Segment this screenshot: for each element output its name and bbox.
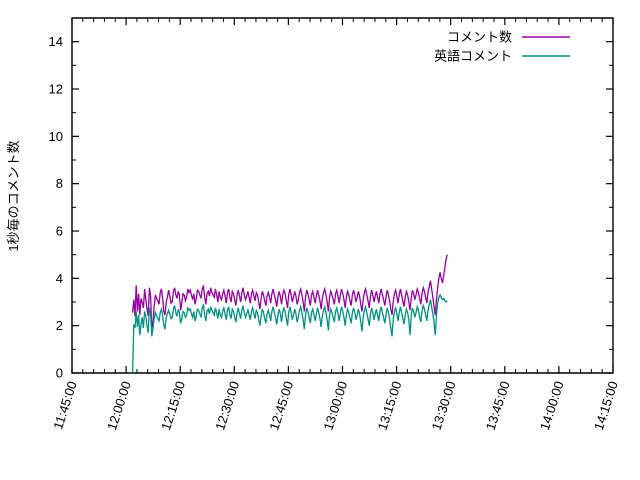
x-tick-label: 11:45:00 xyxy=(50,379,80,431)
x-tick-label: 12:45:00 xyxy=(266,379,296,432)
x-tick-label: 12:30:00 xyxy=(212,379,242,432)
x-tick-label: 12:15:00 xyxy=(158,379,188,432)
y-tick-label: 10 xyxy=(49,129,63,144)
x-tick-label: 13:45:00 xyxy=(483,379,513,432)
data-series-group xyxy=(131,254,448,374)
x-tick-label: 13:00:00 xyxy=(320,379,350,432)
y-axis-title: 1秒毎のコメント数 xyxy=(6,140,21,251)
x-axis-ticks: 11:45:00 12:00:00 12:15:00 12:30:00 12:45:00… xyxy=(50,18,621,432)
x-tick-label: 13:15:00 xyxy=(375,379,405,432)
x-tick-label: 14:00:00 xyxy=(537,379,567,432)
series-line-1 xyxy=(131,254,448,331)
legend-label-2: 英語コメント xyxy=(434,49,512,64)
y-tick-label: 6 xyxy=(56,224,63,239)
y-tick-label: 12 xyxy=(49,82,63,97)
x-tick-label: 14:15:00 xyxy=(591,379,621,432)
y-tick-label: 4 xyxy=(56,271,63,286)
x-tick-label: 12:00:00 xyxy=(104,379,134,432)
y-tick-label: 14 xyxy=(49,34,63,49)
y-tick-label: 0 xyxy=(56,366,63,381)
y-axis-title-text: 1秒毎のコメント数 xyxy=(6,140,21,251)
x-tick-label: 13:30:00 xyxy=(429,379,459,432)
y-axis-ticks: 0 2 4 6 8 10 12 14 xyxy=(49,17,613,381)
y-tick-label: 2 xyxy=(56,318,63,333)
series-line-2 xyxy=(131,293,448,374)
legend-label-1: コメント数 xyxy=(447,30,512,45)
y-tick-label: 8 xyxy=(56,176,63,191)
